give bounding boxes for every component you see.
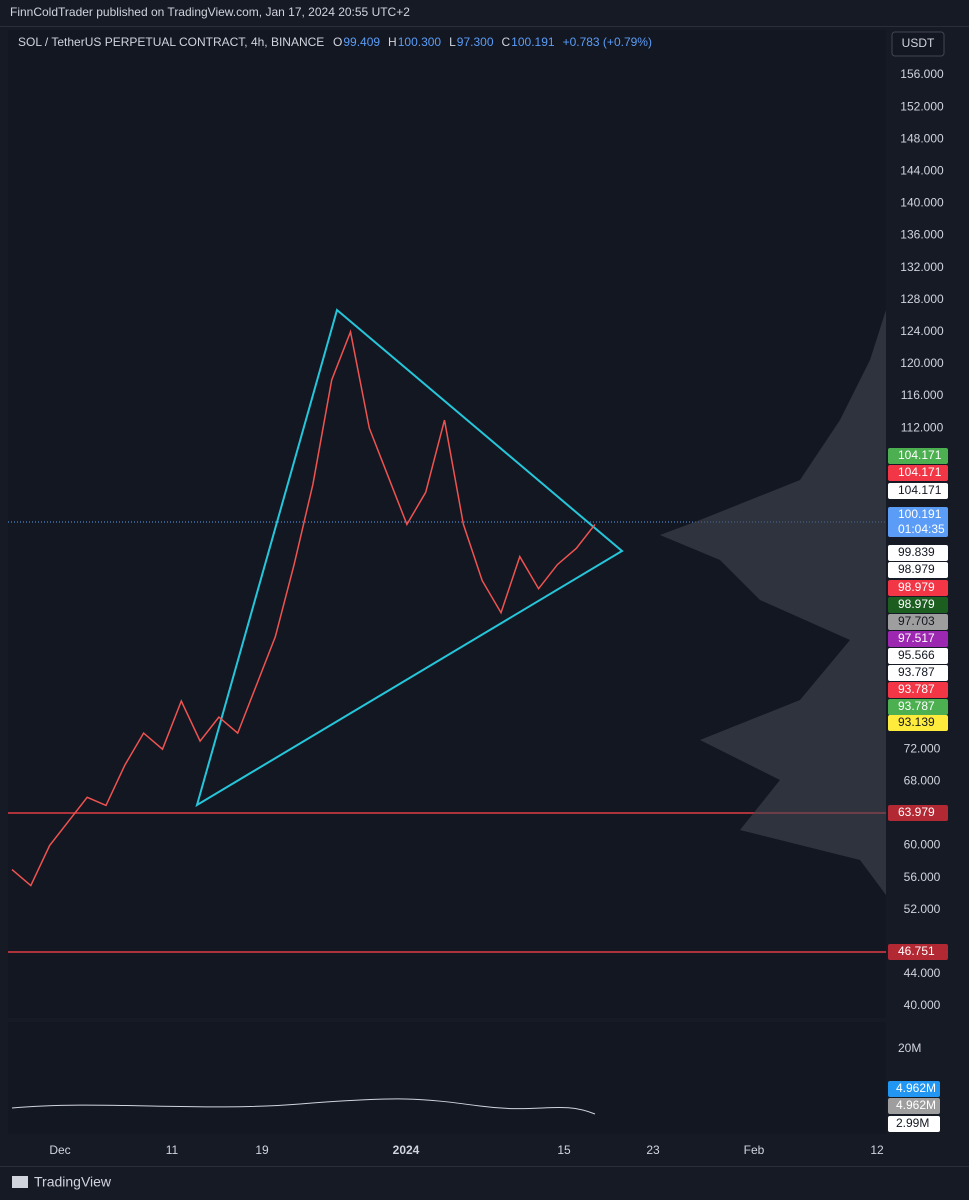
brand: TradingView <box>34 1174 112 1190</box>
y-tick-label: 120.000 <box>900 356 944 370</box>
divider <box>0 1166 969 1167</box>
price-tag-countdown: 01:04:35 <box>898 522 945 536</box>
price-path <box>11 329 596 887</box>
volume-tag-label: 4.962M <box>896 1081 936 1095</box>
y-tick-label: 156.000 <box>900 67 944 81</box>
x-tick-label: 15 <box>557 1143 571 1157</box>
volume-profile <box>660 310 886 895</box>
ohlc-key: L <box>449 35 456 49</box>
price-tag-label: 93.787 <box>898 699 935 713</box>
y-tick-label: 152.000 <box>900 99 944 113</box>
price-tag <box>888 483 948 499</box>
ohlc-key: C <box>502 35 511 49</box>
y-tick-label: 132.000 <box>900 260 944 274</box>
x-tick-label: 11 <box>166 1143 179 1157</box>
price-tag-label: 63.979 <box>898 805 935 819</box>
currency: USDT <box>902 36 935 50</box>
price-tag <box>888 465 948 481</box>
price-tag-label: 100.191 <box>898 507 942 521</box>
ohlc-value: 99.409 <box>343 35 380 49</box>
y-tick-label: 112.000 <box>901 420 944 434</box>
volume-tick-label: 20M <box>898 1041 921 1055</box>
price-tag <box>888 507 948 537</box>
y-tick-label: 116.000 <box>901 388 944 402</box>
brand-logo <box>12 1176 28 1188</box>
currency-button[interactable] <box>891 31 945 57</box>
price-tag <box>888 448 948 464</box>
volume-tag-label: 2.99M <box>896 1116 929 1130</box>
price-tag <box>888 699 948 715</box>
price-tag <box>888 614 948 630</box>
y-tick-label: 52.000 <box>904 902 941 916</box>
x-tick-label: 19 <box>255 1143 269 1157</box>
price-tag-label: 98.979 <box>898 597 935 611</box>
price-tag-label: 99.839 <box>898 545 935 559</box>
price-tag <box>888 631 948 647</box>
y-tick-label: 148.000 <box>900 131 944 145</box>
volume-tag <box>888 1098 940 1114</box>
triangle-drawing <box>195 308 624 808</box>
price-tag-label: 95.566 <box>898 648 935 662</box>
y-tick-label: 140.000 <box>900 196 944 210</box>
price-tag <box>888 944 948 960</box>
price-tag <box>888 545 948 561</box>
price-tag <box>888 805 948 821</box>
divider <box>0 26 969 27</box>
volume-pane <box>8 1022 886 1134</box>
price-tag-label: 97.703 <box>898 614 935 628</box>
price-tag <box>888 715 948 731</box>
price-tag <box>888 665 948 681</box>
price-tag-label: 98.979 <box>898 580 935 594</box>
y-tick-label: 136.000 <box>900 228 944 242</box>
y-tick-label: 144.000 <box>900 163 944 177</box>
x-tick-label: Dec <box>49 1143 70 1157</box>
x-tick-label: 12 <box>870 1143 884 1157</box>
symbol: SOL / TetherUS PERPETUAL CONTRACT, 4h, B… <box>18 35 324 49</box>
price-tag-label: 93.787 <box>898 665 935 679</box>
price-tag-label: 104.171 <box>898 483 942 497</box>
ohlc-value: 100.300 <box>398 35 442 49</box>
y-tick-label: 56.000 <box>904 870 941 884</box>
y-tick-label: 124.000 <box>900 324 944 338</box>
y-tick-label: 44.000 <box>904 966 941 980</box>
y-tick-label: 128.000 <box>900 292 944 306</box>
volume-average <box>11 1098 596 1115</box>
volume-tag <box>888 1116 940 1132</box>
y-tick-label: 40.000 <box>904 998 941 1012</box>
publisher: FinnColdTrader published on TradingView.… <box>10 5 410 19</box>
x-tick-label: 23 <box>646 1143 660 1157</box>
x-tick-label: Feb <box>744 1143 765 1157</box>
price-tag <box>888 648 948 664</box>
price-tag <box>888 597 948 613</box>
volume-tag <box>888 1081 940 1097</box>
ohlc-key: O <box>333 35 342 49</box>
ohlc-key: H <box>388 35 397 49</box>
change: +0.783 (+0.79%) <box>563 35 652 49</box>
y-tick-label: 60.000 <box>904 838 941 852</box>
price-tag <box>888 580 948 596</box>
price-tag-label: 46.751 <box>898 944 935 958</box>
price-tag-label: 93.139 <box>898 715 935 729</box>
x-tick-label: 2024 <box>393 1143 420 1157</box>
y-tick-label: 72.000 <box>904 741 941 755</box>
price-tag-label: 104.171 <box>898 465 942 479</box>
ohlc-value: 97.300 <box>457 35 494 49</box>
ohlc-value: 100.191 <box>511 35 555 49</box>
y-tick-label: 68.000 <box>904 773 941 787</box>
price-tag-label: 93.787 <box>898 682 935 696</box>
price-tag-label: 97.517 <box>898 631 935 645</box>
price-tag-label: 104.171 <box>898 448 942 462</box>
price-tag <box>888 562 948 578</box>
price-tag <box>888 682 948 698</box>
price-tag-label: 98.979 <box>898 562 935 576</box>
volume-tag-label: 4.962M <box>896 1098 936 1112</box>
